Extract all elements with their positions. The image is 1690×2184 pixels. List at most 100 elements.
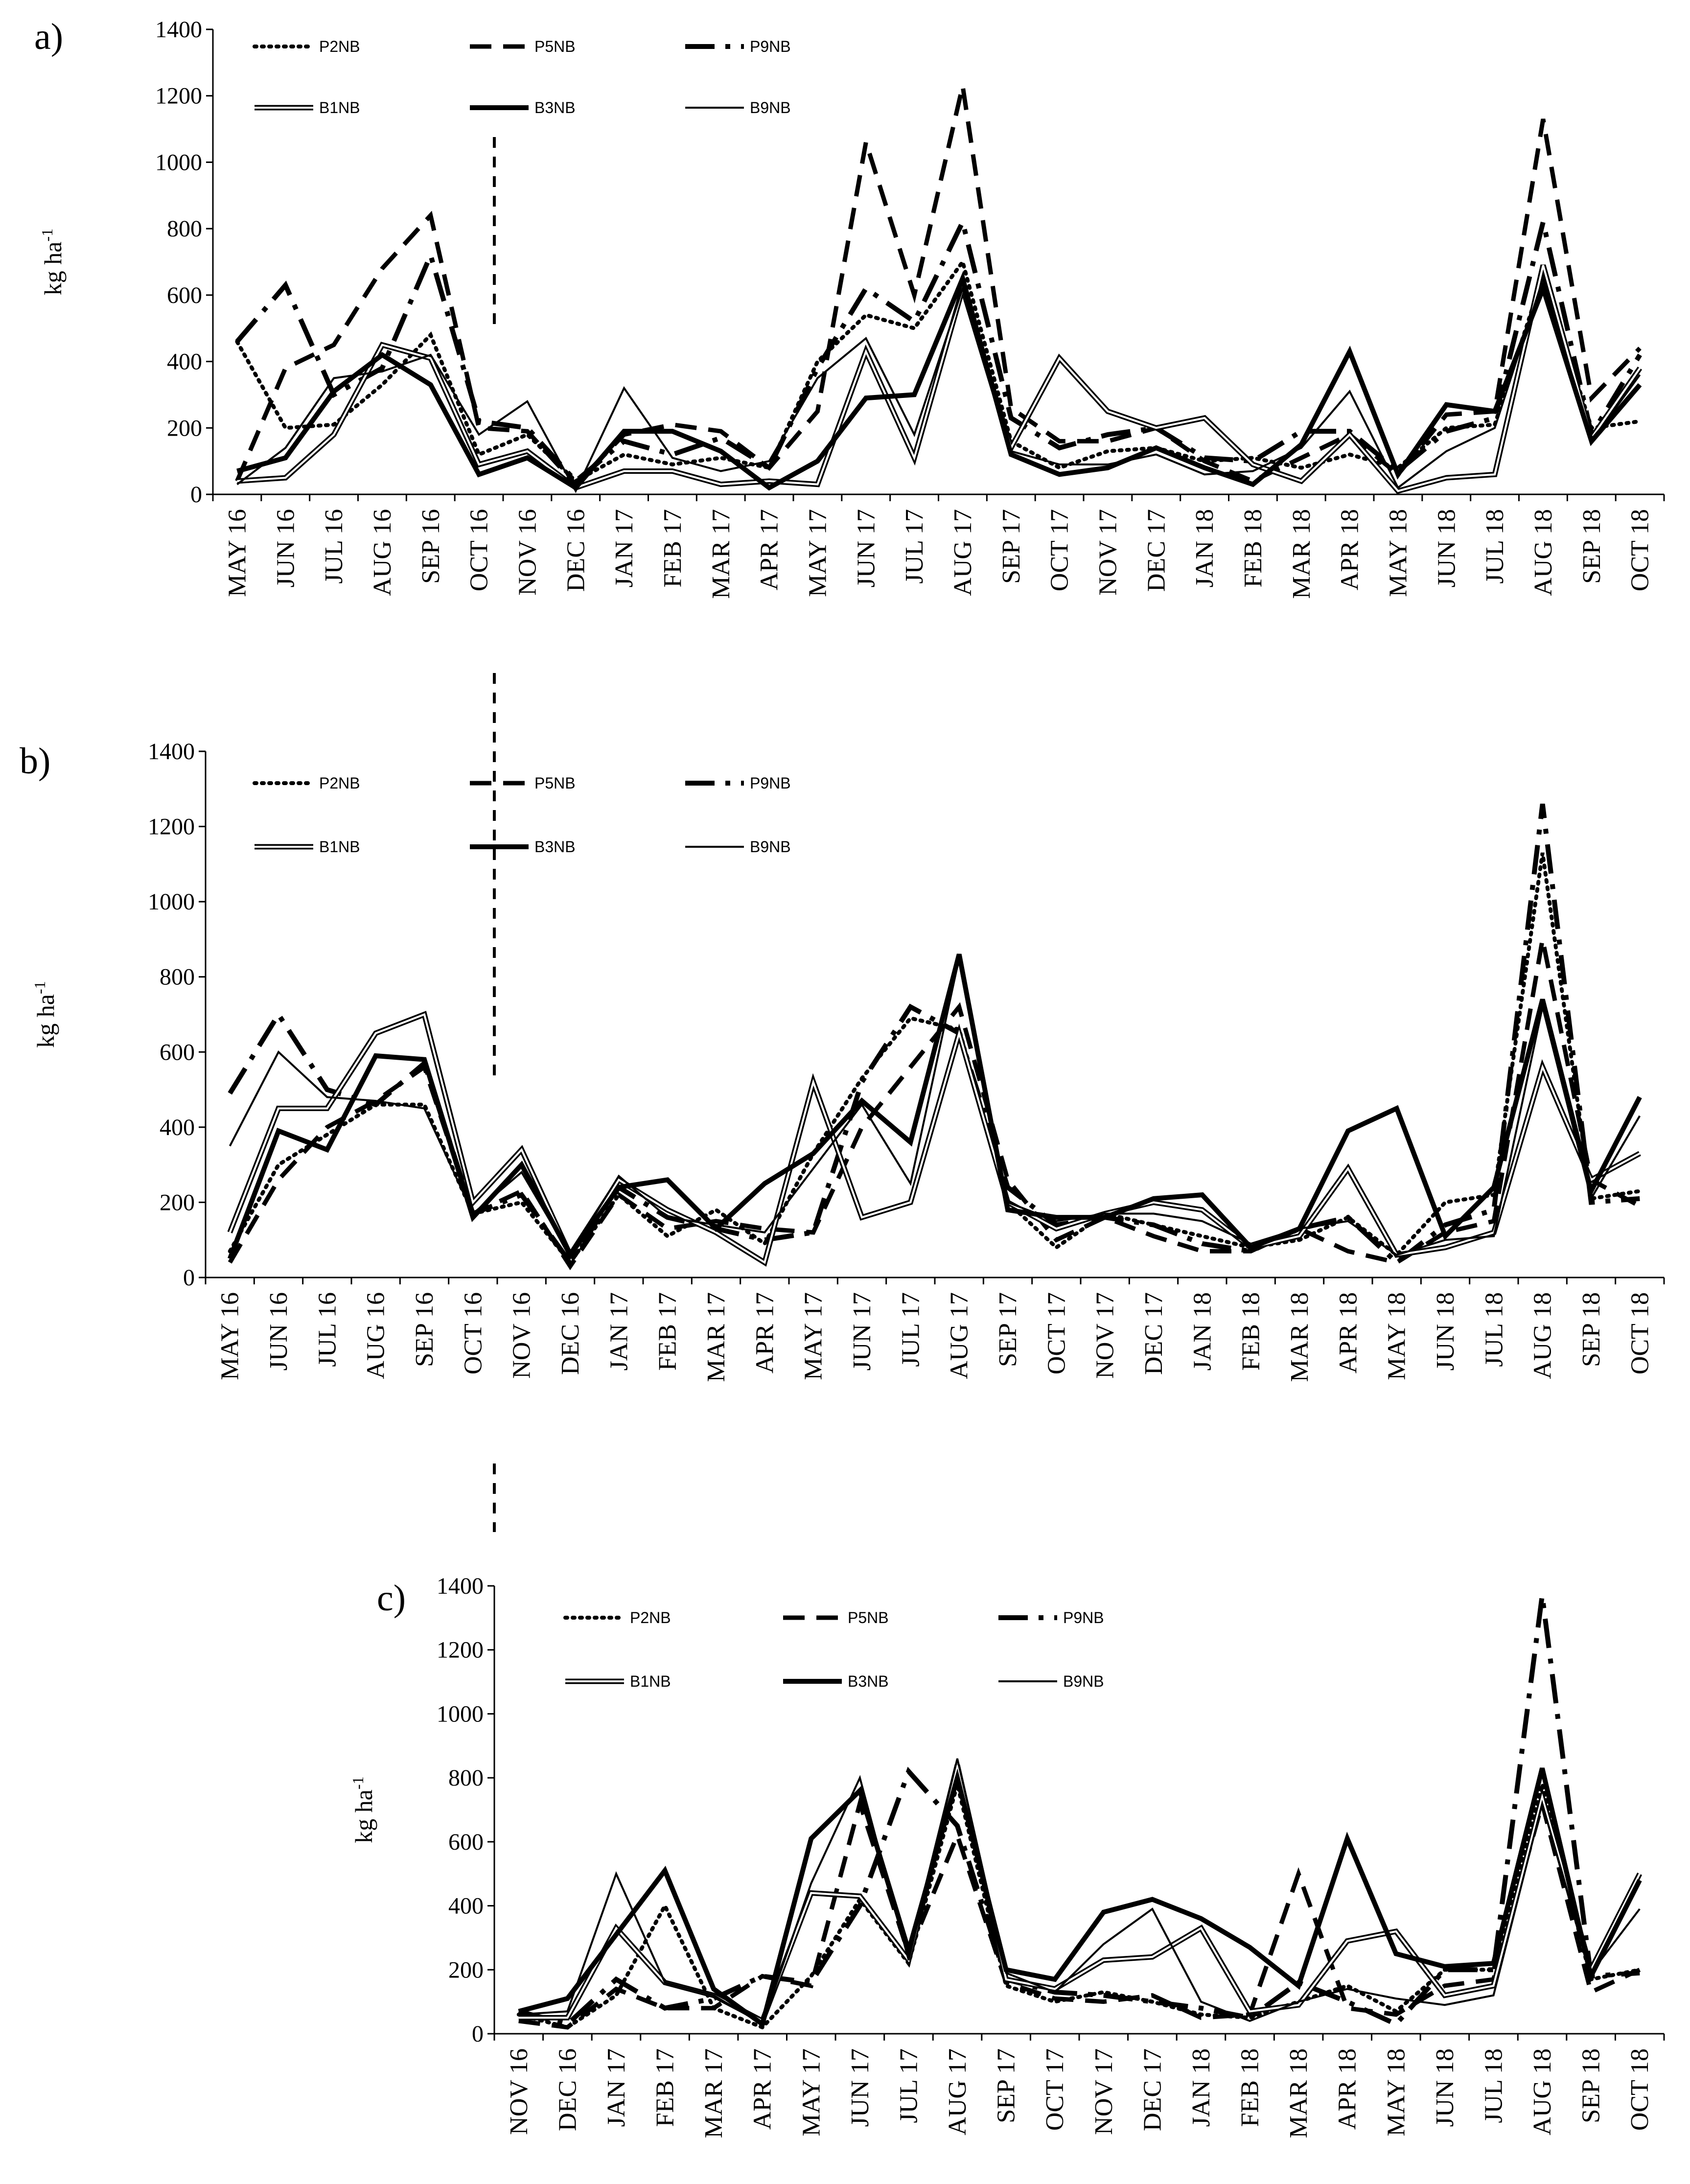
y-tick-label: 1400 <box>155 17 202 43</box>
legend-entry-p2nb: P2NB <box>563 1609 671 1626</box>
y-axis-label-unit: kg ha <box>39 241 67 295</box>
x-tick-label: AUG 18 <box>1529 509 1557 596</box>
y-tick-label: 1400 <box>148 739 195 765</box>
x-tick-label: AUG 18 <box>1529 1292 1557 1379</box>
chart-panel-2: b) 0 200 400 600 800 1000 1200 1400 MAY 16 JUN 16 J… <box>20 739 1665 1382</box>
x-tick-label: SEP 17 <box>993 2048 1020 2123</box>
y-axis-label-superscript: -1 <box>38 229 56 242</box>
legend-entry-b9nb: B9NB <box>685 838 791 856</box>
x-tick-label: JAN 18 <box>1188 1292 1216 1371</box>
x-tick-label: MAY 18 <box>1382 2048 1410 2137</box>
x-tick-label: JUL 17 <box>895 2048 923 2123</box>
x-tick-label: JUN 17 <box>846 2048 874 2127</box>
x-tick-label: SEP 16 <box>411 1292 439 1367</box>
legend-label: P5NB <box>534 38 576 55</box>
series-b9nb-stroke-0 <box>518 1758 1641 2026</box>
legend-label: B9NB <box>750 99 791 116</box>
series-p9nb-stroke-0 <box>518 1595 1640 2027</box>
series-p5nb-stroke-0 <box>235 85 1642 488</box>
y-tick-label: 1200 <box>437 1637 484 1663</box>
x-tick-label: AUG 17 <box>946 1292 973 1379</box>
legend-label: P9NB <box>750 38 791 55</box>
x-tick-label: MAR 17 <box>707 509 735 599</box>
x-tick-label: APR 17 <box>756 509 784 590</box>
y-tick-label: 1200 <box>155 83 202 109</box>
x-tick-label: OCT 17 <box>1046 509 1074 591</box>
series-b9nb-line <box>229 957 1641 1257</box>
x-tick-label: JAN 18 <box>1187 2048 1215 2127</box>
legend-entry-b3nb: B3NB <box>470 99 576 116</box>
y-tick-label: 1400 <box>437 1573 484 1599</box>
y-tick-label: 600 <box>448 1829 484 1855</box>
y-tick-label: 600 <box>167 282 202 308</box>
y-tick-label: 1000 <box>148 889 195 915</box>
x-tick-label: FEB 18 <box>1239 509 1267 587</box>
x-tick-label: JAN 17 <box>610 509 638 587</box>
x-tick-label: JUN 18 <box>1432 1292 1459 1371</box>
x-tick-label: OCT 17 <box>1041 2048 1069 2131</box>
x-tick-label: AUG 18 <box>1528 2048 1556 2136</box>
x-tick-label: AUG 17 <box>944 2048 972 2136</box>
series-p9nb-line <box>518 1595 1640 2027</box>
series-b1nb-stroke-1 <box>237 265 1641 492</box>
legend-label: B1NB <box>630 1673 671 1690</box>
legend-label: P5NB <box>534 774 576 792</box>
x-tick-label: AUG 17 <box>949 509 977 596</box>
x-tick-label: MAY 17 <box>804 509 832 597</box>
panel-label: c) <box>377 1578 406 1619</box>
y-tick-label: 800 <box>448 1765 484 1791</box>
legend-label: P9NB <box>750 774 791 792</box>
y-axis-label: kg ha-1 <box>349 1776 377 1843</box>
legend-label: B1NB <box>319 838 360 856</box>
legend-entry-b1nb: B1NB <box>255 838 360 856</box>
x-tick-label: FEB 17 <box>651 2048 679 2127</box>
series-b3nb-line <box>236 271 1642 491</box>
series-b9nb-stroke-0 <box>229 957 1641 1257</box>
x-tick-label: MAY 16 <box>223 509 251 597</box>
x-tick-label: NOV 17 <box>1091 1292 1119 1379</box>
x-tick-label: MAR 18 <box>1285 2048 1313 2138</box>
x-tick-label: JUN 17 <box>848 1292 876 1371</box>
legend-label: P5NB <box>848 1609 889 1626</box>
y-axis-label-unit: kg ha <box>32 994 59 1048</box>
x-tick-label: FEB 17 <box>659 509 687 587</box>
x-tick-label: JAN 17 <box>602 2048 630 2127</box>
legend-label: B3NB <box>848 1673 889 1690</box>
legend-label: B3NB <box>534 838 576 856</box>
series-b1nb-line <box>227 1011 1641 1267</box>
y-tick-label: 400 <box>448 1893 484 1919</box>
x-tick-label: MAR 17 <box>702 1292 730 1382</box>
x-tick-label: MAY 17 <box>800 1292 828 1380</box>
chart-panel-3: c) 0 200 400 600 800 1000 1200 1400 NOV 16 DEC 16 J… <box>349 1573 1665 2138</box>
y-axis-label-unit: kg ha <box>350 1789 377 1843</box>
x-tick-label: DEC 16 <box>554 2048 581 2131</box>
x-tick-label: OCT 16 <box>459 1292 487 1374</box>
x-tick-label: OCT 18 <box>1626 509 1654 591</box>
series-b9nb-stroke-0 <box>236 275 1641 493</box>
series-b3nb-stroke-0 <box>236 271 1642 491</box>
x-tick-label: AUG 16 <box>362 1292 390 1379</box>
legend-entry-p5nb: P5NB <box>470 38 576 55</box>
legend-entry-b9nb: B9NB <box>998 1673 1104 1690</box>
x-tick-label: OCT 16 <box>465 509 493 591</box>
series-b9nb-line <box>236 275 1641 493</box>
x-tick-label: SEP 18 <box>1577 1292 1605 1367</box>
x-tick-label: DEC 17 <box>1140 1292 1168 1375</box>
y-tick-label: 0 <box>190 482 202 508</box>
y-tick-label: 400 <box>160 1115 195 1140</box>
series-p5nb-line <box>518 1794 1641 2030</box>
legend-entry-p9nb: P9NB <box>685 38 791 55</box>
legend-entry-b1nb: B1NB <box>565 1673 671 1690</box>
legend-label: B9NB <box>1063 1673 1104 1690</box>
series-b3nb-stroke-0 <box>518 1767 1642 2028</box>
y-axis-label: kg ha-1 <box>31 981 59 1047</box>
legend-label: B1NB <box>319 99 360 116</box>
legend-label: P9NB <box>1063 1609 1104 1626</box>
series-p5nb-stroke-0 <box>228 939 1641 1271</box>
x-tick-label: SEP 18 <box>1578 509 1606 584</box>
x-tick-label: JUN 16 <box>265 1292 293 1371</box>
legend-label: P2NB <box>630 1609 671 1626</box>
y-axis-label-superscript: -1 <box>349 1776 367 1789</box>
x-tick-label: JUL 18 <box>1480 2048 1507 2123</box>
x-tick-label: JUN 17 <box>852 509 880 587</box>
